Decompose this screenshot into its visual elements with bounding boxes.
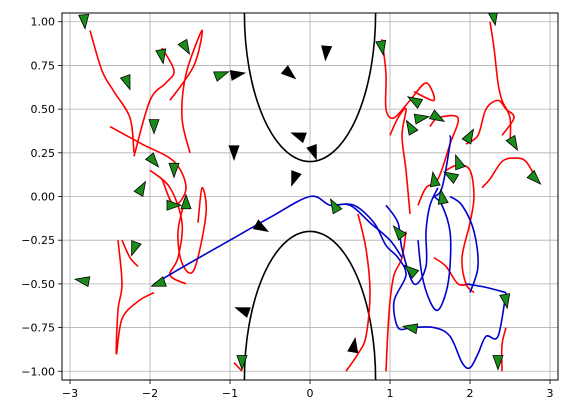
x-tick-label: 2: [467, 387, 474, 400]
green-arrow-marker: [499, 293, 511, 310]
red-trajectory: [381, 39, 436, 119]
green-arrow-marker: [133, 180, 147, 197]
black-arrow-marker: [347, 336, 359, 354]
green-arrow-marker: [78, 13, 90, 30]
x-tick-label: 3: [547, 387, 554, 400]
green-arrow-marker: [168, 162, 180, 179]
red-trajectory: [489, 21, 512, 145]
x-axis-ticks: −3 −2 −1 0 1 2 3: [62, 380, 554, 400]
green-arrow-marker: [119, 74, 131, 91]
y-tick-label: 0.00: [31, 191, 56, 204]
green-arrow-marker: [413, 113, 431, 125]
green-arrow-marker: [437, 188, 449, 205]
y-axis-ticks: −1.00 −0.75 −0.50 −0.25 0.00 0.25 0.50 0.75 1.00: [21, 16, 62, 378]
red-trajectory: [385, 231, 407, 372]
blue-trajectory: [449, 195, 479, 293]
blue-trajectory: [333, 203, 411, 331]
green-arrow-marker: [177, 38, 191, 56]
black-arrow-marker: [229, 69, 247, 81]
green-arrow-marker: [461, 128, 475, 145]
red-trajectory: [149, 169, 187, 285]
x-tick-label: 1: [387, 387, 394, 400]
red-trajectory: [169, 29, 204, 153]
y-tick-label: 0.25: [31, 147, 56, 160]
y-tick-label: −0.25: [21, 234, 55, 247]
green-arrow-marker: [166, 199, 183, 211]
red-trajectory: [233, 361, 243, 372]
green-arrow-marker: [148, 119, 160, 135]
black-arrow-marker: [290, 132, 307, 144]
blue-trajectory: [409, 292, 507, 370]
black-arrow-marker: [280, 65, 297, 80]
x-tick-label: −1: [222, 387, 238, 400]
green-arrow-marker: [429, 170, 441, 188]
green-arrow-marker: [329, 198, 343, 215]
y-tick-label: 1.00: [31, 16, 56, 29]
blue-trajectory: [417, 195, 452, 312]
green-arrow-marker: [144, 152, 160, 168]
green-arrow-marker: [487, 13, 499, 27]
black-arrow-marker: [321, 45, 333, 62]
green-arrow-marker: [505, 134, 519, 152]
blue-trajectory: [385, 187, 439, 286]
red-trajectory: [133, 47, 175, 157]
green-arrow-marker: [442, 171, 460, 185]
green-arrow-marker: [131, 240, 142, 257]
axes-area: −3 −2 −1 0 1 2 3 −1.00 −0.75 −0.50 −0.25 0.00 0.25 0…: [21, 12, 559, 400]
green-arrow-marker: [455, 153, 466, 171]
y-tick-label: −0.75: [21, 322, 55, 335]
black-arrow-marker: [252, 219, 270, 233]
black-arrow-marker: [306, 143, 317, 161]
green-arrow-marker: [405, 119, 419, 136]
red-trajectory: [89, 30, 135, 153]
upper-obstacle: [243, 13, 377, 163]
obstacles: [243, 13, 377, 380]
green-arrow-marker: [213, 71, 230, 82]
green-arrow-marker: [406, 96, 424, 109]
green-arrow-marker: [403, 264, 420, 279]
red-trajectory: [115, 240, 155, 355]
x-tick-label: 0: [307, 387, 314, 400]
black-arrow-marker: [234, 307, 251, 318]
x-tick-label: −3: [62, 387, 78, 400]
red-trajectory: [481, 157, 539, 189]
blue-paths: [153, 135, 507, 370]
green-arrow-marker: [180, 193, 192, 210]
green-arrow-marker: [236, 355, 248, 371]
y-tick-label: −0.50: [21, 278, 55, 291]
green-arrow-marker: [375, 39, 387, 57]
black-arrow-marker: [291, 170, 302, 187]
red-trajectory: [433, 257, 471, 286]
arrows: [73, 13, 542, 371]
blue-trajectory: [465, 283, 507, 294]
y-tick-label: 0.50: [31, 103, 56, 116]
red-trajectory: [121, 239, 139, 267]
red-trajectory: [389, 107, 411, 215]
blue-trajectory: [433, 135, 452, 198]
blue-trajectory: [153, 195, 403, 285]
lower-obstacle: [243, 230, 377, 380]
red-paths: [89, 21, 539, 372]
black-arrow-marker: [228, 145, 240, 161]
red-trajectory: [500, 327, 507, 372]
green-arrow-marker: [155, 48, 167, 65]
y-tick-label: −1.00: [21, 365, 55, 378]
red-trajectory: [345, 213, 371, 372]
red-trajectory: [465, 99, 515, 145]
green-arrow-marker: [526, 169, 542, 185]
green-arrow-marker: [492, 355, 504, 371]
y-tick-label: 0.75: [31, 59, 56, 72]
green-arrow-marker: [73, 276, 91, 288]
x-tick-label: −2: [142, 387, 158, 400]
green-arrow-marker: [428, 109, 446, 122]
red-trajectory: [177, 186, 208, 274]
green-arrow-marker: [401, 323, 419, 335]
green-arrow-marker: [392, 225, 408, 241]
green-arrow-marker: [150, 276, 167, 287]
